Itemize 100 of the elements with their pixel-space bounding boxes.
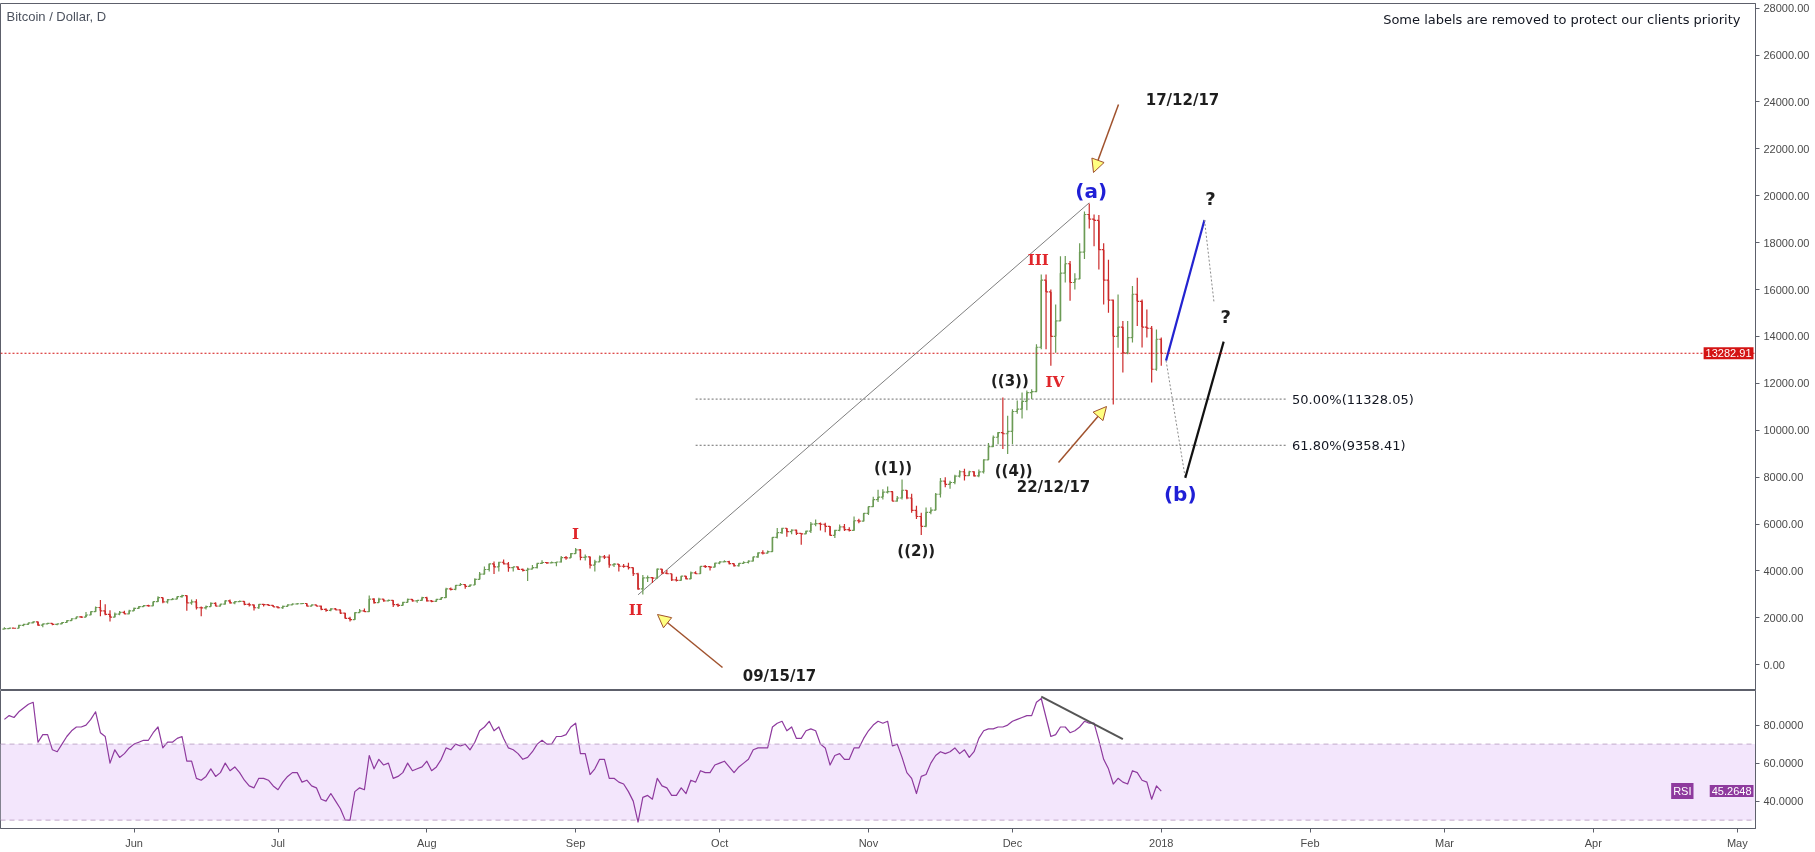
candlestick xyxy=(654,567,660,579)
annotation: (a) xyxy=(1075,178,1108,203)
annotation: Some labels are removed to protect our clients priority xyxy=(1383,12,1741,27)
candlestick xyxy=(88,610,94,617)
candlestick xyxy=(568,552,574,559)
candlestick xyxy=(304,602,310,608)
x-tick-label: Aug xyxy=(417,836,437,849)
candlestick xyxy=(971,470,977,478)
candlestick xyxy=(611,562,617,568)
candlestick xyxy=(342,612,348,620)
x-tick-label: Nov xyxy=(858,836,879,849)
candlestick xyxy=(352,611,358,621)
candlestick xyxy=(222,599,228,606)
annotation: ((2)) xyxy=(897,542,936,561)
y-tick-label: 18000.00 xyxy=(1763,236,1810,249)
candlestick xyxy=(510,566,516,573)
candlestick xyxy=(1115,293,1121,349)
candlestick xyxy=(726,560,732,566)
candlestick xyxy=(1067,260,1073,302)
candlestick xyxy=(1120,320,1126,374)
candlestick xyxy=(640,574,646,596)
candlestick xyxy=(169,597,176,601)
candlestick xyxy=(693,570,699,575)
candlestick xyxy=(44,622,51,625)
candlestick xyxy=(755,551,761,559)
x-tick-label: Oct xyxy=(711,836,729,849)
annotation: 17/12/17 xyxy=(1145,90,1220,109)
y-tick-label: 28000.00 xyxy=(1763,2,1810,15)
candlestick xyxy=(491,560,497,575)
candlestick xyxy=(779,527,785,535)
candlestick xyxy=(361,607,368,613)
candlestick xyxy=(112,611,118,619)
candlestick xyxy=(539,559,545,565)
candlestick xyxy=(731,562,737,568)
candlestick xyxy=(827,525,833,537)
candlestick xyxy=(515,565,521,571)
y-tick-label: 26000.00 xyxy=(1763,49,1810,62)
candlestick xyxy=(659,568,665,575)
y-tick-label: 60.0000 xyxy=(1763,757,1804,770)
candlestick xyxy=(126,609,132,615)
candlestick xyxy=(227,598,233,605)
candlestick xyxy=(923,506,929,528)
candlestick xyxy=(1019,391,1025,420)
x-tick-label: Jul xyxy=(270,836,286,849)
candlestick xyxy=(59,621,65,625)
candlestick xyxy=(280,605,286,610)
candlestick xyxy=(798,532,804,546)
candlestick xyxy=(232,600,238,605)
candlestick xyxy=(966,470,972,477)
candlestick xyxy=(155,595,161,603)
candlestick xyxy=(712,562,718,568)
candlestick xyxy=(347,616,353,623)
candlestick xyxy=(208,601,214,608)
legend-label: RSI xyxy=(1673,785,1692,798)
candlestick xyxy=(385,598,392,602)
candlestick xyxy=(333,607,339,611)
annotation: ? xyxy=(1205,188,1216,210)
line-series xyxy=(3,697,1162,823)
annotation: II xyxy=(628,600,643,619)
candlestick xyxy=(400,601,406,607)
candlestick xyxy=(30,620,36,625)
candlestick xyxy=(131,606,137,612)
candlestick xyxy=(35,620,41,627)
candlestick xyxy=(486,562,492,572)
candlestick xyxy=(179,594,185,599)
annotation: ((1)) xyxy=(874,459,912,478)
y-tick-label: 22000.00 xyxy=(1763,142,1810,155)
candlestick xyxy=(160,596,166,604)
y-tick-label: 80.0000 xyxy=(1763,719,1804,732)
candlestick xyxy=(616,563,622,573)
x-tick-label: Sep xyxy=(565,836,586,849)
y-tick-label: 24000.00 xyxy=(1763,95,1810,108)
x-tick-label: Apr xyxy=(1584,836,1603,849)
y-tick-label: 8000.00 xyxy=(1763,471,1804,484)
candlestick xyxy=(275,605,281,610)
candlestick xyxy=(789,528,795,535)
candlestick xyxy=(188,598,195,606)
x-tick-label: May xyxy=(1726,836,1749,849)
candlestick xyxy=(952,474,958,485)
candlestick xyxy=(251,603,257,612)
candlestick xyxy=(121,610,128,615)
candlestick xyxy=(995,431,1001,445)
candlestick xyxy=(520,567,526,572)
candlestick xyxy=(261,603,267,608)
candlestick xyxy=(443,587,449,599)
y-tick-label: 40.0000 xyxy=(1763,795,1804,808)
candlestick xyxy=(741,560,747,565)
candlestick xyxy=(899,478,905,501)
candlestick xyxy=(366,594,372,613)
y-tick-label: 2000.00 xyxy=(1763,611,1804,624)
candlestick xyxy=(688,571,694,580)
candlestick xyxy=(683,575,689,581)
candlestick xyxy=(6,627,12,630)
annotation: ? xyxy=(1220,306,1231,328)
candlestick xyxy=(822,522,828,533)
y-tick-label: 14000.00 xyxy=(1763,330,1810,343)
candlestick xyxy=(174,595,180,600)
candlestick xyxy=(83,611,89,618)
candlestick xyxy=(558,555,564,564)
candlestick xyxy=(496,561,502,573)
